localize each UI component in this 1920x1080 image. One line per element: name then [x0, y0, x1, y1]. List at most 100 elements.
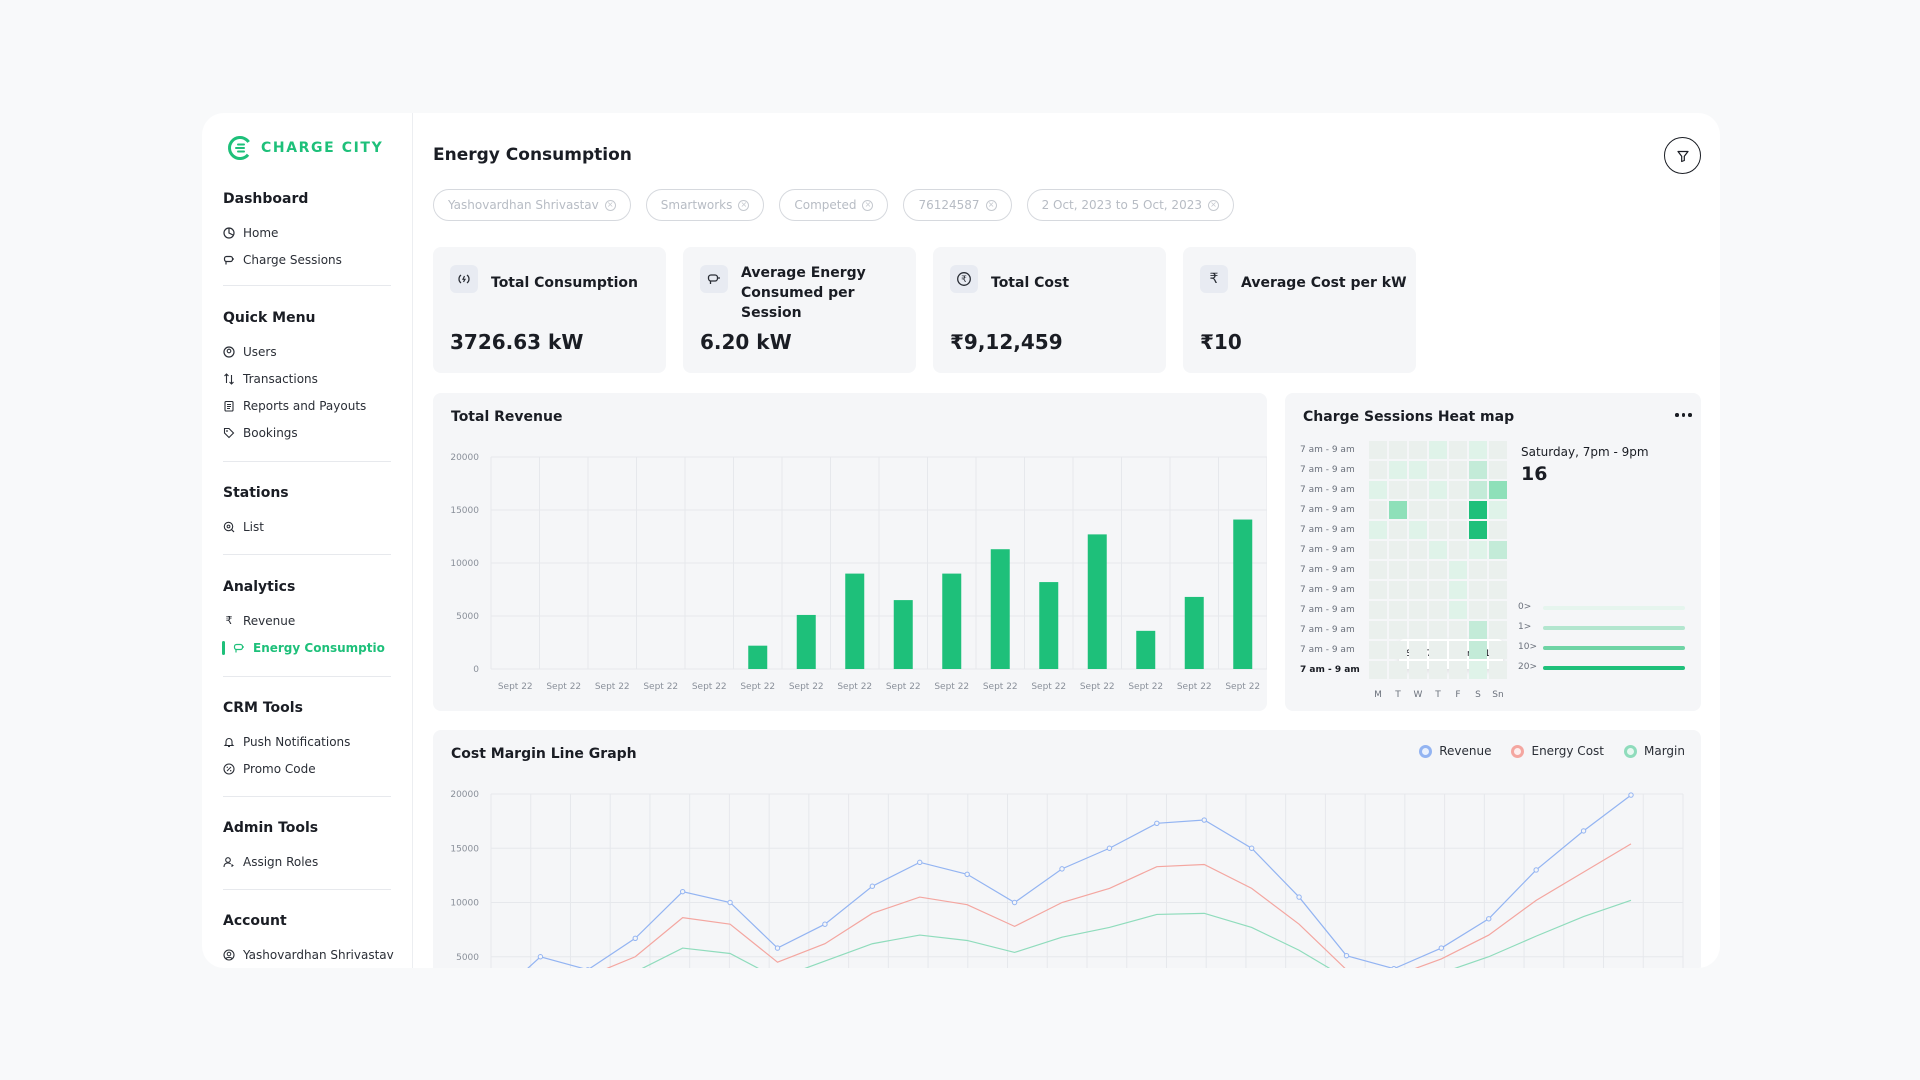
- close-icon[interactable]: ×: [985, 199, 997, 211]
- sidebar-item-energy-consumption[interactable]: Energy Consumptio: [222, 634, 391, 661]
- legend-item-margin[interactable]: Margin: [1624, 744, 1685, 758]
- close-icon[interactable]: ×: [862, 199, 874, 211]
- heatmap-cell[interactable]: [1429, 661, 1447, 679]
- heatmap-cell[interactable]: [1409, 641, 1427, 659]
- heatmap-cell[interactable]: [1449, 461, 1467, 479]
- filter-chip-date-range[interactable]: 2 Oct, 2023 to 5 Oct, 2023 ×: [1026, 189, 1234, 221]
- filter-button[interactable]: [1664, 137, 1701, 174]
- heatmap-cell[interactable]: [1429, 541, 1447, 559]
- filter-chip-user[interactable]: Yashovardhan Shrivastav ×: [433, 189, 631, 221]
- heatmap-cell[interactable]: [1389, 501, 1407, 519]
- heatmap-cell[interactable]: [1409, 501, 1427, 519]
- sidebar-item-reports-and-payouts[interactable]: Reports and Payouts: [223, 392, 391, 419]
- sidebar-item-users[interactable]: Users: [223, 338, 391, 365]
- heatmap-cell[interactable]: [1469, 621, 1487, 639]
- heatmap-cell[interactable]: [1389, 621, 1407, 639]
- heatmap-cell[interactable]: [1469, 441, 1487, 459]
- heatmap-cell[interactable]: [1449, 501, 1467, 519]
- heatmap-cell[interactable]: [1409, 521, 1427, 539]
- heatmap-cell[interactable]: [1489, 521, 1507, 539]
- heatmap-cell[interactable]: [1409, 541, 1427, 559]
- heatmap-cell[interactable]: [1489, 441, 1507, 459]
- heatmap-cell[interactable]: [1469, 661, 1487, 679]
- heatmap-cell[interactable]: [1489, 481, 1507, 499]
- heatmap-cell[interactable]: [1389, 521, 1407, 539]
- heatmap-cell[interactable]: [1469, 501, 1487, 519]
- heatmap-cell[interactable]: [1369, 521, 1387, 539]
- heatmap-cell[interactable]: [1449, 601, 1467, 619]
- heatmap-cell[interactable]: [1449, 441, 1467, 459]
- heatmap-cell[interactable]: [1429, 521, 1447, 539]
- heatmap-cell[interactable]: [1369, 461, 1387, 479]
- heatmap-cell[interactable]: [1409, 481, 1427, 499]
- heatmap-cell[interactable]: [1449, 661, 1467, 679]
- heatmap-cell[interactable]: [1469, 541, 1487, 559]
- heatmap-cell[interactable]: [1389, 481, 1407, 499]
- heatmap-cell[interactable]: [1489, 561, 1507, 579]
- heatmap-cell[interactable]: [1409, 461, 1427, 479]
- legend-item-energy-cost[interactable]: Energy Cost: [1511, 744, 1604, 758]
- sidebar-item-transactions[interactable]: Transactions: [223, 365, 391, 392]
- close-icon[interactable]: ×: [604, 199, 616, 211]
- heatmap-cell[interactable]: [1489, 601, 1507, 619]
- heatmap-cell[interactable]: [1489, 621, 1507, 639]
- heatmap-cell[interactable]: [1409, 581, 1427, 599]
- heatmap-cell[interactable]: [1389, 461, 1407, 479]
- heatmap-cell[interactable]: [1489, 461, 1507, 479]
- heatmap-cell[interactable]: [1469, 601, 1487, 619]
- heatmap-cell[interactable]: [1429, 581, 1447, 599]
- heatmap-cell[interactable]: [1369, 601, 1387, 619]
- heatmap-cell[interactable]: [1389, 661, 1407, 679]
- filter-chip-id[interactable]: 76124587 ×: [903, 189, 1012, 221]
- heatmap-cell[interactable]: [1429, 641, 1447, 659]
- heatmap-cell[interactable]: [1409, 441, 1427, 459]
- sidebar-item-account-user[interactable]: Yashovardhan Shrivastav: [223, 941, 394, 968]
- heatmap-cell[interactable]: [1469, 481, 1487, 499]
- heatmap-cell[interactable]: [1369, 641, 1387, 659]
- heatmap-cell[interactable]: [1369, 661, 1387, 679]
- heatmap-cell[interactable]: [1489, 641, 1507, 659]
- brand-logo[interactable]: CHARGE CITY: [227, 135, 383, 161]
- heatmap-cell[interactable]: [1389, 541, 1407, 559]
- heatmap-cell[interactable]: [1469, 561, 1487, 579]
- sidebar-item-home[interactable]: Home: [223, 219, 391, 246]
- heatmap-cell[interactable]: [1449, 481, 1467, 499]
- heatmap-cell[interactable]: [1369, 621, 1387, 639]
- heatmap-cell[interactable]: [1429, 601, 1447, 619]
- heatmap-cell[interactable]: [1369, 581, 1387, 599]
- heatmap-cell[interactable]: [1429, 621, 1447, 639]
- heatmap-cell[interactable]: [1369, 481, 1387, 499]
- heatmap-cell[interactable]: [1389, 581, 1407, 599]
- heatmap-cell[interactable]: [1429, 561, 1447, 579]
- sidebar-item-charge-sessions[interactable]: Charge Sessions: [223, 246, 391, 273]
- heatmap-cell[interactable]: [1449, 641, 1467, 659]
- heatmap-cell[interactable]: [1469, 521, 1487, 539]
- heatmap-cell[interactable]: [1369, 501, 1387, 519]
- legend-item-revenue[interactable]: Revenue: [1419, 744, 1491, 758]
- heatmap-cell[interactable]: [1389, 641, 1407, 659]
- heatmap-cell[interactable]: [1469, 581, 1487, 599]
- sidebar-item-list[interactable]: List: [223, 513, 391, 540]
- sidebar-item-revenue[interactable]: ₹ Revenue: [223, 607, 391, 634]
- heatmap-cell[interactable]: [1369, 561, 1387, 579]
- heatmap-cell[interactable]: [1469, 461, 1487, 479]
- heatmap-cell[interactable]: [1429, 461, 1447, 479]
- heatmap-cell[interactable]: [1429, 501, 1447, 519]
- heatmap-cell[interactable]: [1489, 541, 1507, 559]
- heatmap-cell[interactable]: [1449, 621, 1467, 639]
- heatmap-cell[interactable]: [1429, 481, 1447, 499]
- more-options-icon[interactable]: [1675, 413, 1692, 417]
- close-icon[interactable]: ×: [1207, 199, 1219, 211]
- heatmap-cell[interactable]: [1449, 521, 1467, 539]
- sidebar-item-assign-roles[interactable]: Assign Roles: [223, 848, 391, 875]
- filter-chip-station[interactable]: Smartworks ×: [645, 189, 765, 221]
- heatmap-cell[interactable]: [1489, 581, 1507, 599]
- heatmap-cell[interactable]: [1409, 661, 1427, 679]
- close-icon[interactable]: ×: [738, 199, 750, 211]
- heatmap-cell[interactable]: [1389, 601, 1407, 619]
- sidebar-item-push-notifications[interactable]: Push Notifications: [223, 728, 391, 755]
- heatmap-cell[interactable]: [1489, 501, 1507, 519]
- heatmap-cell[interactable]: [1449, 541, 1467, 559]
- heatmap-cell[interactable]: [1409, 601, 1427, 619]
- filter-chip-status[interactable]: Competed ×: [779, 189, 889, 221]
